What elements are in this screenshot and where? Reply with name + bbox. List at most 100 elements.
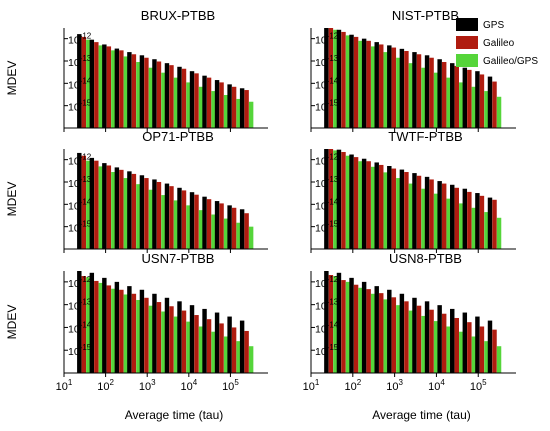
bar-galileo-8 (182, 311, 186, 373)
bar-gps-8 (425, 301, 429, 373)
bar-gps-9 (437, 59, 441, 128)
bar-galileo-11 (219, 82, 223, 128)
y-axis-label: MDEV (5, 182, 19, 217)
bar-galileo-3 (119, 290, 123, 373)
bar-galileo-12 (480, 196, 484, 249)
bar-galileo-gps-13 (497, 346, 501, 373)
bar-galileo-9 (194, 73, 198, 128)
bar-galileo-7 (169, 65, 173, 128)
x-axis-label: Average time (tau) (125, 408, 224, 422)
bar-galileo-7 (417, 54, 421, 128)
bar-galileo-2 (354, 285, 358, 373)
bar-gps-10 (450, 63, 454, 128)
bar-galileo-2 (354, 37, 358, 128)
bar-gps-2 (349, 155, 353, 249)
bar-gps-6 (152, 179, 156, 249)
bar-galileo-3 (366, 289, 370, 373)
bar-galileo-8 (429, 179, 433, 249)
bar-galileo-10 (207, 319, 211, 373)
bar-galileo-gps-13 (497, 218, 501, 249)
bar-galileo-13 (492, 200, 496, 249)
bar-gps-9 (190, 305, 194, 373)
bar-gps-9 (437, 305, 441, 373)
bar-galileo-11 (467, 192, 471, 249)
bar-gps-9 (190, 192, 194, 249)
bar-gps-3 (115, 49, 119, 128)
bar-galileo-8 (182, 69, 186, 128)
bar-gps-5 (387, 290, 391, 373)
bar-gps-7 (165, 298, 169, 373)
bar-gps-10 (202, 309, 206, 373)
legend-label: Galileo/GPS (483, 56, 538, 67)
bar-gps-10 (450, 185, 454, 249)
bar-gps-7 (412, 173, 416, 249)
bar-gps-11 (215, 313, 219, 373)
legend-label: Galileo (483, 38, 515, 49)
bar-galileo-3 (366, 41, 370, 128)
bar-gps-11 (463, 189, 467, 249)
bar-gps-8 (425, 177, 429, 249)
legend-swatch-galileo (456, 36, 478, 49)
bar-galileo-2 (107, 165, 111, 249)
bar-galileo-12 (480, 74, 484, 128)
bar-gps-13 (488, 198, 492, 249)
bar-gps-13 (240, 321, 244, 373)
bar-gps-6 (400, 49, 404, 128)
bar-gps-8 (177, 67, 181, 128)
bar-galileo-12 (480, 326, 484, 373)
bar-gps-7 (412, 52, 416, 128)
bar-galileo-1 (341, 32, 345, 128)
bar-galileo-12 (232, 87, 236, 128)
bar-gps-8 (177, 188, 181, 249)
panel-title: TWTF-PTBB (388, 129, 462, 144)
bar-gps-3 (362, 159, 366, 249)
bar-galileo-5 (392, 48, 396, 128)
bar-galileo-7 (417, 176, 421, 249)
bar-galileo-1 (94, 161, 98, 249)
bar-galileo-8 (429, 310, 433, 373)
bar-gps-13 (240, 209, 244, 249)
bar-galileo-8 (429, 58, 433, 128)
bar-gps-6 (152, 59, 156, 128)
bar-gps-3 (115, 282, 119, 373)
bar-gps-2 (102, 44, 106, 128)
bar-galileo-4 (132, 54, 136, 128)
y-axis-label: MDEV (5, 61, 19, 96)
panel-title: USN7-PTBB (142, 251, 215, 266)
bar-galileo-3 (366, 161, 370, 249)
bar-gps-5 (140, 290, 144, 373)
bar-galileo-7 (417, 306, 421, 373)
bar-gps-12 (227, 205, 231, 249)
bar-gps-4 (127, 286, 131, 373)
bar-galileo-6 (157, 302, 161, 373)
bar-galileo-6 (157, 182, 161, 249)
bar-galileo-7 (169, 186, 173, 249)
bar-galileo-3 (119, 50, 123, 128)
bar-galileo-7 (169, 306, 173, 373)
bar-galileo-2 (107, 46, 111, 128)
bar-galileo-4 (379, 44, 383, 128)
bar-galileo-5 (144, 58, 148, 128)
bar-galileo-13 (244, 213, 248, 249)
bar-galileo-6 (404, 301, 408, 373)
bar-galileo-2 (354, 157, 358, 249)
bar-gps-11 (463, 68, 467, 128)
bar-galileo-13 (244, 331, 248, 373)
bar-galileo-12 (232, 208, 236, 249)
bar-galileo-11 (467, 70, 471, 128)
bar-galileo-1 (94, 42, 98, 128)
bar-gps-10 (450, 309, 454, 373)
panel-title: OP71-PTBB (142, 129, 214, 144)
bar-gps-13 (488, 77, 492, 128)
bar-galileo-10 (455, 318, 459, 373)
bar-galileo-13 (492, 82, 496, 128)
bar-gps-11 (215, 80, 219, 128)
bar-gps-3 (362, 282, 366, 373)
bar-galileo-gps-13 (249, 102, 253, 128)
x-axis-label: Average time (tau) (372, 408, 471, 422)
bar-galileo-9 (442, 62, 446, 128)
bar-galileo-5 (144, 298, 148, 373)
bar-gps-4 (127, 52, 131, 128)
